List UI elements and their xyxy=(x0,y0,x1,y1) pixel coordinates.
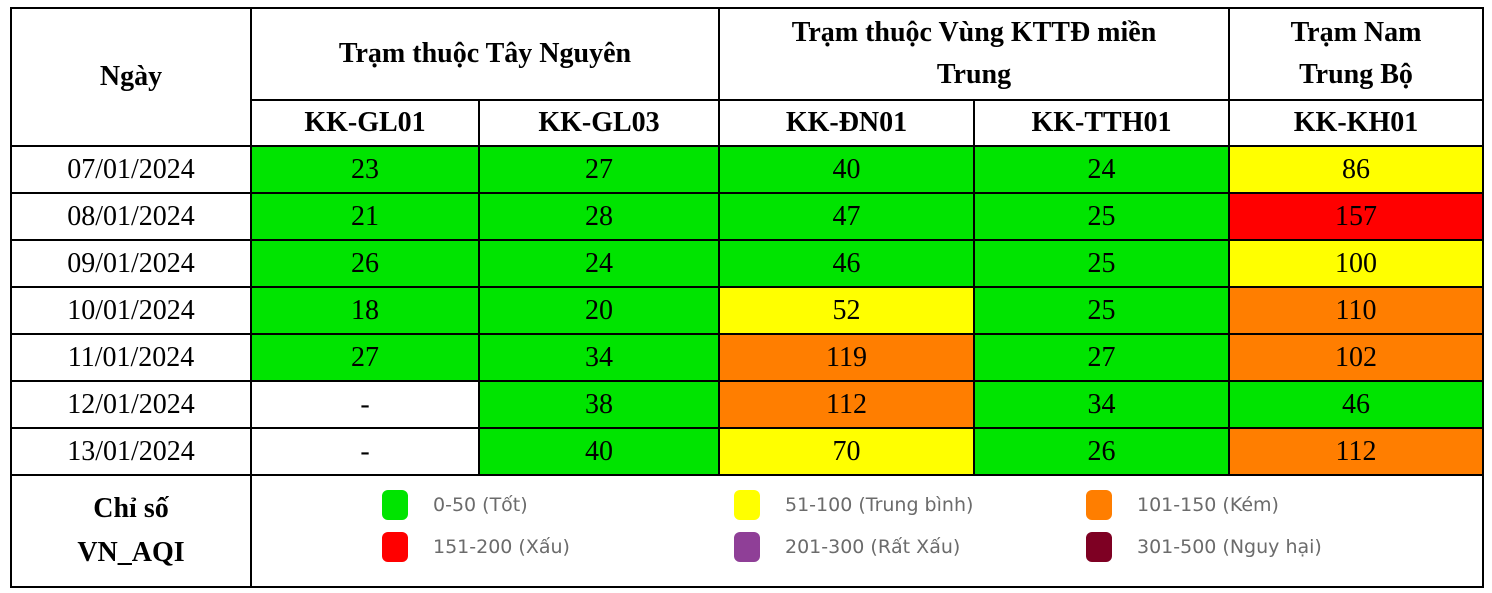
aqi-cell-tth01: 24 xyxy=(972,145,1231,194)
table-row: 07/01/2024 23 27 40 24 86 xyxy=(10,145,1485,194)
aqi-cell-gl03: 34 xyxy=(478,333,720,382)
aqi-cell-dn01: 70 xyxy=(718,427,975,476)
group-header-nam-trung-bo: Trạm Nam Trung Bộ xyxy=(1228,7,1485,101)
aqi-cell-gl01: 21 xyxy=(250,192,480,241)
legend-item: 0-50 (Tốt) xyxy=(382,488,734,522)
aqi-cell-dn01: 40 xyxy=(718,145,975,194)
group-header-tay-nguyen: Trạm thuộc Tây Nguyên xyxy=(250,7,720,101)
legend-item: 301-500 (Nguy hại) xyxy=(1086,530,1386,564)
date-cell: 09/01/2024 xyxy=(10,239,252,288)
legend: 0-50 (Tốt) 51-100 (Trung bình) 101-150 (Ké… xyxy=(249,474,1485,588)
date-cell: 12/01/2024 xyxy=(10,380,252,429)
data-rows: 07/01/2024 23 27 40 24 86 08/01/2024 21 28 47 25 15… xyxy=(10,145,1485,476)
aqi-cell-gl01: 18 xyxy=(250,286,480,335)
legend-grid: 0-50 (Tốt) 51-100 (Trung bình) 101-150 (Ké… xyxy=(382,488,1482,564)
table-row: 11/01/2024 27 34 119 27 102 xyxy=(10,333,1485,382)
aqi-cell-gl03: 28 xyxy=(478,192,720,241)
aqi-cell-gl01: - xyxy=(250,427,480,476)
color-swatch-icon xyxy=(382,532,408,562)
aqi-cell-gl03: 38 xyxy=(478,380,720,429)
date-cell: 13/01/2024 xyxy=(10,427,252,476)
date-cell: 08/01/2024 xyxy=(10,192,252,241)
aqi-cell-dn01: 119 xyxy=(718,333,975,382)
color-swatch-icon xyxy=(382,490,408,520)
color-swatch-icon xyxy=(1086,490,1112,520)
legend-item-label: 101-150 (Kém) xyxy=(1137,494,1279,516)
legend-item-label: 151-200 (Xấu) xyxy=(433,536,570,558)
aqi-cell-tth01: 27 xyxy=(972,333,1231,382)
aqi-cell-dn01: 46 xyxy=(718,239,975,288)
aqi-cell-tth01: 26 xyxy=(972,427,1231,476)
aqi-cell-gl01: 23 xyxy=(250,145,480,194)
color-swatch-icon xyxy=(734,490,760,520)
color-swatch-icon xyxy=(1086,532,1112,562)
legend-item-label: 51-100 (Trung bình) xyxy=(785,494,974,516)
date-cell: 10/01/2024 xyxy=(10,286,252,335)
aqi-cell-kh01: 100 xyxy=(1228,239,1485,288)
legend-item-label: 301-500 (Nguy hại) xyxy=(1137,536,1322,558)
legend-item-label: 201-300 (Rất Xấu) xyxy=(785,536,961,558)
legend-item-label: 0-50 (Tốt) xyxy=(433,494,528,516)
aqi-cell-kh01: 102 xyxy=(1228,333,1485,382)
group-header-kttd-mien-trung: Trạm thuộc Vùng KTTĐ miền Trung xyxy=(717,7,1231,101)
station-header-dn01: KK-ĐN01 xyxy=(718,99,975,147)
legend-item: 151-200 (Xấu) xyxy=(382,530,734,564)
aqi-cell-tth01: 34 xyxy=(972,380,1231,429)
aqi-cell-gl03: 40 xyxy=(478,427,720,476)
table-row: 12/01/2024-38 112 34 46 xyxy=(10,380,1485,429)
date-column-header: Ngày xyxy=(10,7,252,147)
legend-item: 51-100 (Trung bình) xyxy=(734,488,1086,522)
station-header-gl01: KK-GL01 xyxy=(250,99,480,147)
aqi-cell-gl01: 26 xyxy=(250,239,480,288)
legend-item: 201-300 (Rất Xấu) xyxy=(734,530,1086,564)
table-row: 09/01/2024 26 24 46 25 100 xyxy=(10,239,1485,288)
aqi-cell-kh01: 86 xyxy=(1228,145,1485,194)
aqi-cell-gl03: 27 xyxy=(478,145,720,194)
aqi-cell-tth01: 25 xyxy=(972,192,1231,241)
legend-item: 101-150 (Kém) xyxy=(1086,488,1386,522)
aqi-cell-kh01: 46 xyxy=(1228,380,1485,429)
aqi-cell-kh01: 110 xyxy=(1228,286,1485,335)
aqi-cell-gl01: 27 xyxy=(250,333,480,382)
aqi-cell-tth01: 25 xyxy=(972,239,1231,288)
table-row: 08/01/2024 21 28 47 25 157 xyxy=(10,192,1485,241)
legend-title: Chỉ số VN_AQI xyxy=(10,474,252,588)
aqi-cell-gl03: 20 xyxy=(478,286,720,335)
legend-title-line2: VN_AQI xyxy=(77,537,185,568)
aqi-cell-kh01: 112 xyxy=(1228,427,1485,476)
legend-title-line1: Chỉ số xyxy=(93,493,169,524)
aqi-cell-gl03: 24 xyxy=(478,239,720,288)
date-cell: 07/01/2024 xyxy=(10,145,252,194)
aqi-cell-dn01: 112 xyxy=(718,380,975,429)
aqi-cell-kh01: 157 xyxy=(1228,192,1485,241)
aqi-cell-gl01: - xyxy=(250,380,480,429)
table-row: 13/01/2024-40 70 26 112 xyxy=(10,427,1485,476)
aqi-cell-tth01: 25 xyxy=(972,286,1231,335)
date-cell: 11/01/2024 xyxy=(10,333,252,382)
aqi-cell-dn01: 52 xyxy=(718,286,975,335)
station-header-tth01: KK-TTH01 xyxy=(972,99,1231,147)
aqi-cell-dn01: 47 xyxy=(718,192,975,241)
aqi-table: Ngày Trạm thuộc Tây Nguyên Trạm thuộc Vù… xyxy=(10,7,1485,588)
station-header-gl03: KK-GL03 xyxy=(478,99,720,147)
color-swatch-icon xyxy=(734,532,760,562)
station-header-kh01: KK-KH01 xyxy=(1228,99,1485,147)
table-row: 10/01/2024 18 20 52 25 110 xyxy=(10,286,1485,335)
